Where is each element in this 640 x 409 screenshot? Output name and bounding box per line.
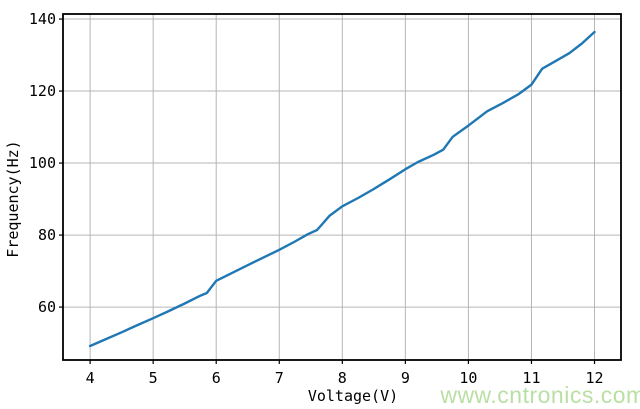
plot-frame bbox=[62, 13, 622, 361]
x-tick-label: 10 bbox=[459, 369, 477, 387]
y-tick-label: 140 bbox=[29, 10, 56, 28]
y-tick-label: 100 bbox=[29, 154, 56, 172]
x-tick-label: 7 bbox=[275, 369, 284, 387]
x-tick-label: 8 bbox=[338, 369, 347, 387]
y-axis-label: Frequency(Hz) bbox=[4, 140, 22, 257]
x-axis-label: Voltage(V) bbox=[308, 387, 398, 405]
x-tick-label: 4 bbox=[86, 369, 95, 387]
axis-ticks bbox=[59, 18, 596, 364]
y-tick-label: 60 bbox=[38, 298, 56, 316]
y-tick-label: 120 bbox=[29, 82, 56, 100]
tick-labels: 4 5 6 7 8 9 10 11 12 60 80 100 120 140 bbox=[29, 10, 604, 387]
data-series bbox=[88, 30, 596, 348]
grid-lines bbox=[63, 14, 621, 360]
x-tick-label: 5 bbox=[149, 369, 158, 387]
series-line-frequency-vs-voltage bbox=[88, 30, 596, 348]
x-tick-label: 12 bbox=[585, 369, 603, 387]
x-tick-label: 6 bbox=[212, 369, 221, 387]
y-tick-label: 80 bbox=[38, 226, 56, 244]
watermark-text: www.cntronics.com bbox=[439, 382, 640, 408]
x-tick-label: 11 bbox=[522, 369, 540, 387]
x-tick-label: 9 bbox=[401, 369, 410, 387]
